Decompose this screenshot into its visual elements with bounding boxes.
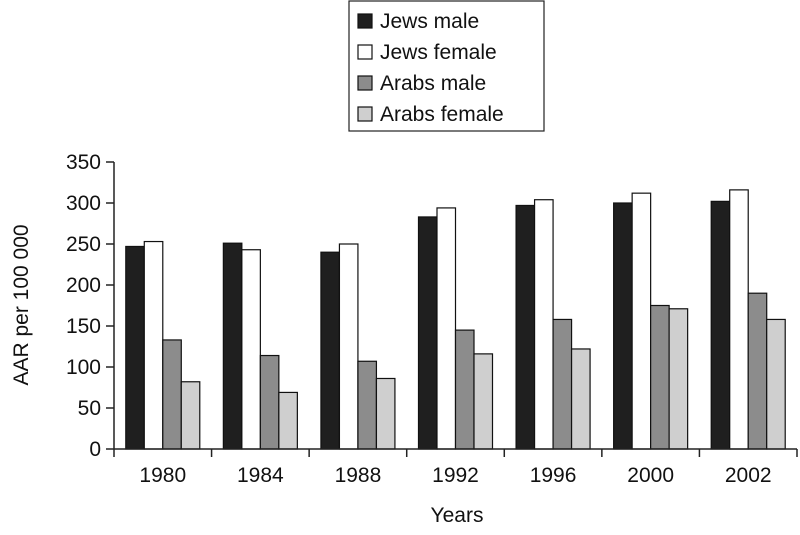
legend-label: Arabs female (380, 103, 504, 126)
bar-jews-male-1984 (222, 242, 243, 450)
x-tick-label: 1988 (335, 464, 382, 487)
legend-swatch (357, 75, 373, 91)
y-tick-label: 0 (89, 438, 101, 461)
bar-jews-male-2000 (613, 202, 633, 450)
x-tick-label: 1984 (237, 464, 284, 487)
x-axis-title: Years (431, 504, 484, 527)
bar-arabs-male-1992 (454, 329, 475, 450)
bar-arabs-male-1984 (259, 354, 280, 450)
bar-arabs-female-2002 (766, 318, 786, 450)
x-tick-label: 1980 (139, 464, 186, 487)
legend-swatch (357, 106, 373, 122)
legend-label: Jews male (380, 10, 479, 33)
x-tick-label: 2000 (627, 464, 674, 487)
bar-arabs-male-1988 (357, 360, 378, 450)
bar-arabs-male-1996 (552, 318, 573, 450)
y-axis-title: AAR per 100 000 (10, 224, 33, 385)
bar-jews-male-1996 (515, 204, 536, 450)
bar-arabs-female-1988 (375, 377, 396, 450)
y-tick-label: 150 (66, 315, 101, 338)
legend-label: Arabs male (380, 72, 486, 95)
bar-arabs-male-2000 (650, 304, 670, 450)
y-tick-label: 200 (66, 274, 101, 297)
legend-label: Jews female (380, 41, 497, 64)
bar-jews-female-1996 (533, 199, 554, 450)
bar-jews-male-1992 (417, 216, 438, 450)
bar-jews-female-2002 (729, 189, 749, 450)
bars (125, 189, 786, 450)
bar-arabs-female-1984 (278, 391, 298, 450)
legend-box (348, 0, 545, 132)
y-tick-label: 250 (66, 233, 101, 256)
bar-jews-female-1984 (241, 249, 261, 450)
bar-arabs-male-1980 (162, 339, 182, 450)
bar-jews-male-2002 (710, 200, 731, 450)
y-tick-label: 300 (66, 192, 101, 215)
bar-arabs-female-1980 (180, 381, 201, 450)
bar-arabs-female-2000 (668, 308, 689, 450)
legend-swatch (357, 44, 373, 60)
bar-jews-female-1988 (338, 243, 359, 450)
x-tick-label: 1992 (432, 464, 479, 487)
x-tick-label: 1996 (530, 464, 577, 487)
x-tick-label: 2002 (725, 464, 772, 487)
y-tick-label: 350 (66, 151, 101, 174)
bar-jews-male-1988 (320, 251, 341, 450)
bar-jews-female-1980 (143, 240, 164, 450)
bar-arabs-female-1992 (473, 353, 494, 450)
y-tick-label: 100 (66, 356, 101, 379)
bar-jews-male-1980 (125, 245, 145, 450)
axes: 0 50 100 150 200 250 300 350 1980 1984 1988 1992 199… (66, 151, 798, 487)
legend-swatch (357, 13, 373, 29)
bar-arabs-female-1996 (570, 348, 591, 450)
bar-jews-female-2000 (631, 192, 652, 450)
y-tick-label: 50 (78, 397, 101, 420)
bar-jews-female-1992 (436, 207, 457, 450)
legend: Jews male Jews female Arabs male Arabs fema… (348, 0, 545, 132)
bar-arabs-male-2002 (747, 292, 768, 450)
